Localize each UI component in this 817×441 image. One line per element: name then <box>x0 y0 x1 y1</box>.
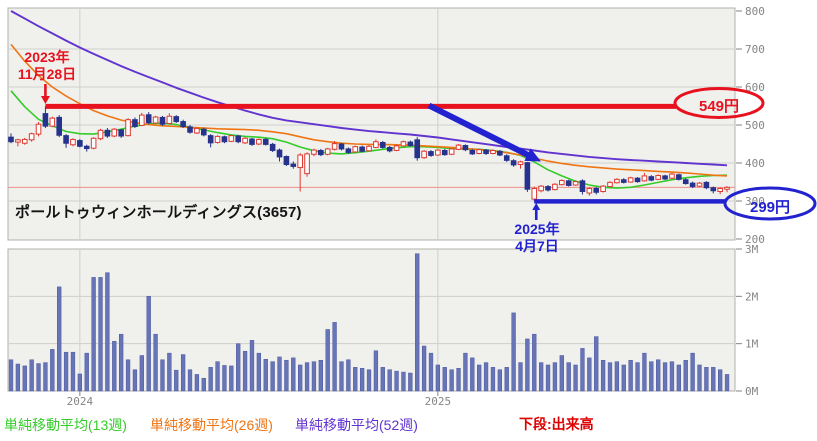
svg-text:400: 400 <box>745 157 765 170</box>
volume-pane-note: 下段:出来高 <box>519 416 594 432</box>
low-date-line2: 4月7日 <box>515 237 559 254</box>
svg-text:1M: 1M <box>745 338 759 351</box>
svg-text:3M: 3M <box>745 243 759 256</box>
svg-text:200: 200 <box>745 233 765 246</box>
svg-text:300: 300 <box>745 195 765 208</box>
svg-text:500: 500 <box>745 119 765 132</box>
candlesticks <box>8 106 730 202</box>
svg-text:0M: 0M <box>745 385 759 398</box>
annotation-shapes <box>40 84 817 221</box>
high-date-annotation: 2023年 11月28日 <box>7 49 87 82</box>
legend-sma-52w: 単純移動平均(52週) <box>295 417 418 433</box>
svg-text:2M: 2M <box>745 290 759 303</box>
high-price-ellipse <box>673 87 765 119</box>
svg-text:800: 800 <box>745 5 765 18</box>
ma-line-52w <box>10 10 728 167</box>
chart-title: ポールトゥウィンホールディングス(3657) <box>15 204 302 221</box>
legend-sma-13w: 単純移動平均(13週) <box>4 417 127 433</box>
svg-text:600: 600 <box>745 81 765 94</box>
high-date-line2: 11月28日 <box>17 65 77 82</box>
low-price-label: 299円 <box>749 199 791 216</box>
high-price-label: 549円 <box>698 98 740 115</box>
blue-trend-arrow-shaft <box>427 102 530 158</box>
svg-text:2025: 2025 <box>425 395 452 408</box>
volume-bars <box>8 253 730 392</box>
high-date-line1: 2023年 <box>24 49 70 65</box>
svg-text:700: 700 <box>745 43 765 56</box>
low-price-ellipse <box>723 186 817 221</box>
svg-text:2024: 2024 <box>67 395 94 408</box>
legend-sma-26w: 単純移動平均(26週) <box>150 417 273 433</box>
low-date-annotation: 2025年 4月7日 <box>481 221 593 254</box>
blue-trend-arrow-head <box>524 148 541 162</box>
low-date-line1: 2025年 <box>514 221 560 237</box>
low-up-arrow <box>532 203 541 210</box>
high-down-arrow <box>40 96 50 104</box>
